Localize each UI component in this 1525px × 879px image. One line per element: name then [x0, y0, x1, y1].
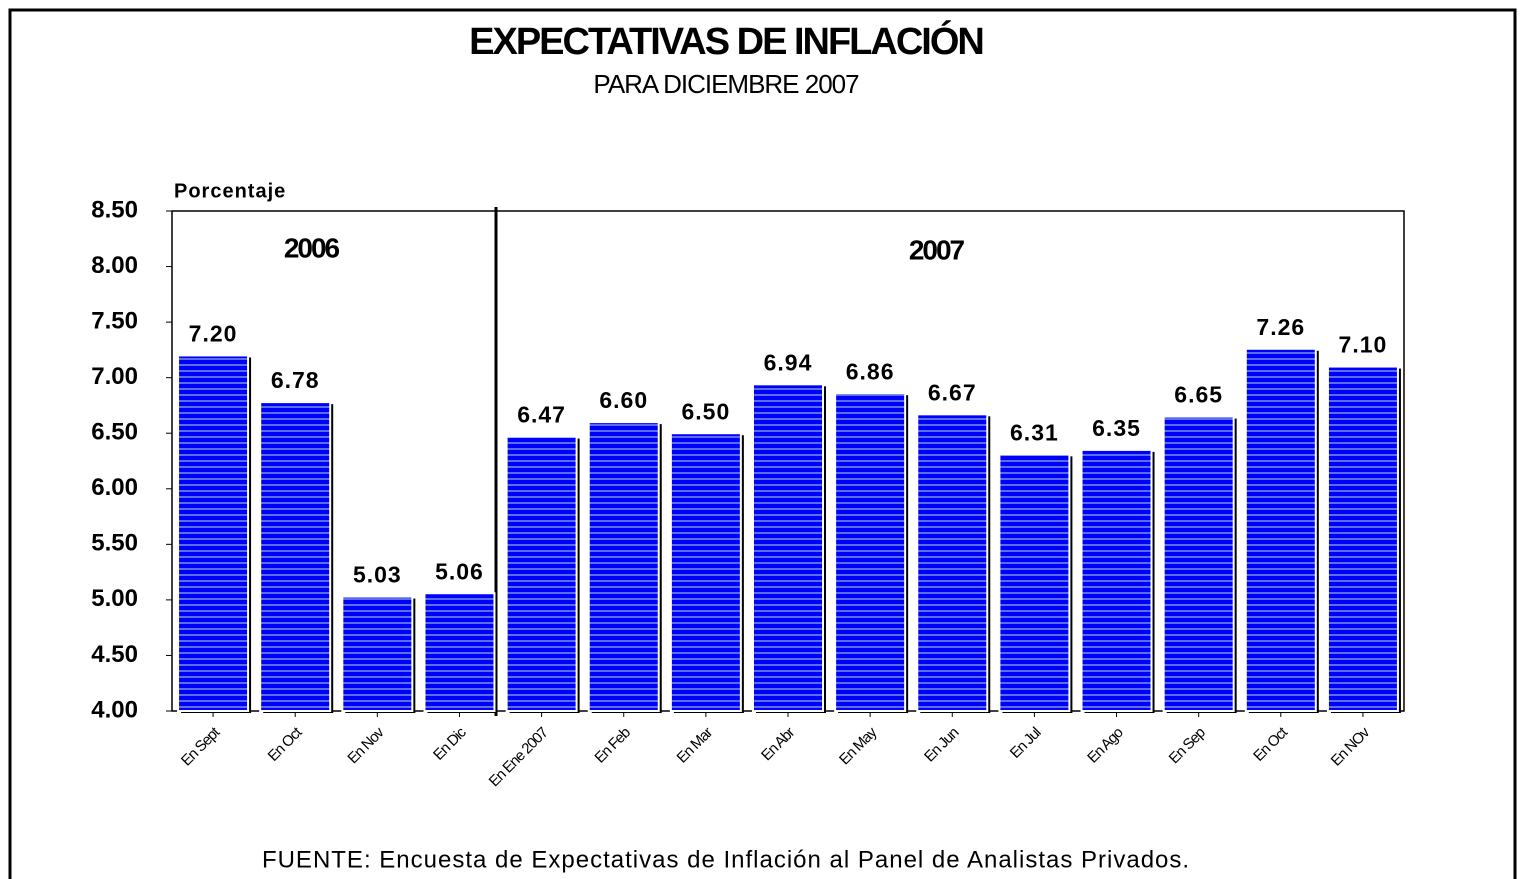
- frame: [8, 8, 1517, 879]
- x-tick-label: En Mar: [674, 724, 717, 767]
- value-label: 7.26: [1256, 314, 1305, 340]
- y-tick-label: 5.50: [91, 530, 138, 557]
- annotation: 2006: [284, 232, 340, 263]
- y-tick-label: 7.50: [91, 307, 138, 334]
- x-tick-label: En Jul: [1007, 724, 1045, 762]
- bar: [1244, 347, 1317, 712]
- y-tick-label: 8.00: [91, 252, 138, 279]
- y-tick-label: 6.00: [91, 474, 138, 501]
- value-label: 6.65: [1174, 382, 1223, 408]
- annotation: 2007: [909, 234, 965, 265]
- y-tick-label: 4.00: [91, 696, 138, 723]
- x-tick-label: En Sept: [178, 723, 224, 769]
- x-tick-label: En Jun: [921, 724, 962, 765]
- bar: [1162, 415, 1235, 712]
- y-axis-label: Porcentaje: [174, 180, 286, 202]
- value-label: 6.47: [517, 402, 566, 428]
- x-tick-label: En Nov: [344, 724, 388, 768]
- x-tick-label: En Ago: [1084, 724, 1126, 766]
- value-label: 6.31: [1010, 419, 1059, 445]
- bar: [916, 413, 989, 712]
- x-tick-label: En Oct: [1250, 723, 1291, 764]
- bar: [341, 595, 414, 712]
- y-tick-label: 8.50: [91, 196, 138, 223]
- y-tick-label: 6.50: [91, 419, 138, 446]
- x-tick-label: En Ene 2007: [486, 724, 552, 790]
- chart-subtitle: PARA DICIEMBRE 2007: [593, 69, 859, 99]
- bar: [1080, 448, 1153, 712]
- value-label: 5.06: [435, 558, 484, 584]
- value-label: 6.50: [681, 398, 730, 424]
- x-tick-label: En Sep: [1166, 724, 1209, 767]
- bar: [423, 592, 496, 713]
- y-tick-label: 4.50: [91, 641, 138, 668]
- value-label: 6.67: [928, 379, 977, 405]
- chart-title: EXPECTATIVAS DE INFLACIÓN: [469, 19, 983, 63]
- source: FUENTE: Encuesta de Expectativas de Infl…: [262, 846, 1190, 873]
- value-label: 6.60: [599, 387, 648, 413]
- value-label: 6.35: [1092, 415, 1141, 441]
- value-label: 7.10: [1339, 332, 1388, 358]
- value-label: 7.20: [189, 321, 238, 347]
- value-label: 6.78: [271, 367, 320, 393]
- x-tick-label: En Abr: [758, 724, 798, 764]
- bar: [177, 354, 250, 712]
- y-tick-label: 7.00: [91, 363, 138, 390]
- x-tick-label: En NOv: [1328, 724, 1374, 770]
- value-label: 6.94: [764, 349, 813, 375]
- bar: [587, 421, 660, 712]
- bar: [834, 392, 907, 712]
- x-tick-label: En May: [836, 724, 881, 769]
- y-tick-label: 5.00: [91, 585, 138, 612]
- x-tick-label: En Dic: [430, 724, 470, 764]
- x-tick-label: En Feb: [591, 724, 633, 766]
- bar: [259, 401, 332, 712]
- x-tick-label: En Oct: [265, 723, 306, 764]
- bar: [505, 435, 578, 712]
- bar: [998, 453, 1071, 712]
- bar: [1326, 365, 1399, 712]
- value-label: 6.86: [846, 358, 895, 384]
- value-label: 5.03: [353, 562, 402, 588]
- bar: [752, 383, 824, 712]
- bar: [669, 432, 742, 712]
